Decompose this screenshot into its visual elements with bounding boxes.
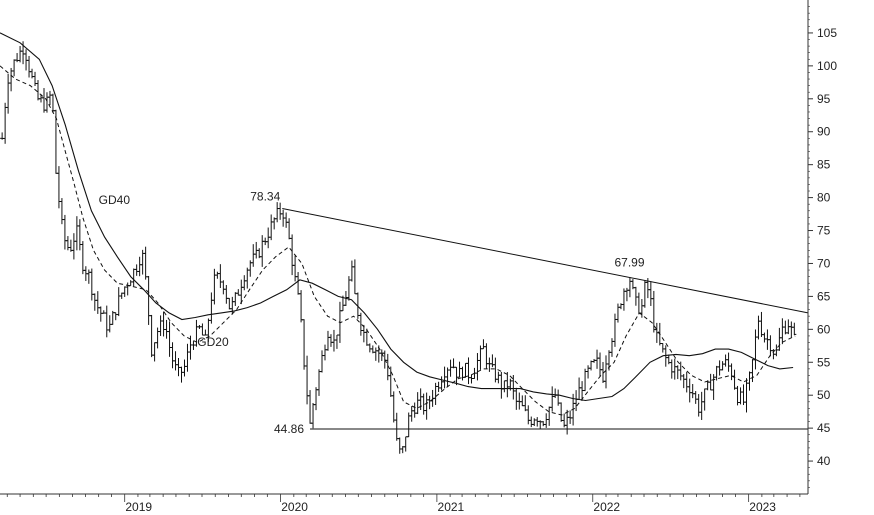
gd20-line (0, 65, 796, 416)
y-tick-label: 70 (817, 256, 831, 270)
x-axis: 2019 2020 2021 2022 2023 (0, 493, 808, 514)
plot-area: 78.34 67.99 44.86 GD40 GD20 (0, 32, 809, 454)
y-tick-label: 90 (817, 125, 831, 139)
y-tick-label: 105 (817, 26, 837, 40)
x-tick-label: 2023 (749, 500, 776, 514)
annotation-label: 44.86 (274, 422, 304, 436)
x-tick-label: 2022 (593, 500, 620, 514)
y-tick-label: 40 (817, 454, 831, 468)
annotation-label: GD20 (197, 335, 229, 349)
y-tick-label: 45 (817, 421, 831, 435)
gd40-line (0, 32, 794, 402)
x-tick-label: 2019 (125, 500, 152, 514)
annotation-label: 67.99 (614, 256, 644, 270)
y-tick-label: 100 (817, 59, 837, 73)
x-tick-label: 2020 (281, 500, 308, 514)
y-axis: 40 45 50 55 60 65 70 75 80 85 90 95 100 105 (807, 0, 837, 494)
y-tick-label: 55 (817, 355, 831, 369)
y-tick-label: 95 (817, 92, 831, 106)
y-tick-label: 85 (817, 158, 831, 172)
annotation-label: GD40 (99, 193, 131, 207)
y-tick-label: 75 (817, 224, 831, 238)
y-tick-label: 50 (817, 388, 831, 402)
y-tick-label: 80 (817, 191, 831, 205)
y-tick-label: 65 (817, 289, 831, 303)
resistance-line (282, 208, 809, 314)
x-tick-label: 2021 (438, 500, 465, 514)
y-tick-label: 60 (817, 322, 831, 336)
annotation-label: 78.34 (250, 190, 280, 204)
price-bars (0, 41, 797, 454)
